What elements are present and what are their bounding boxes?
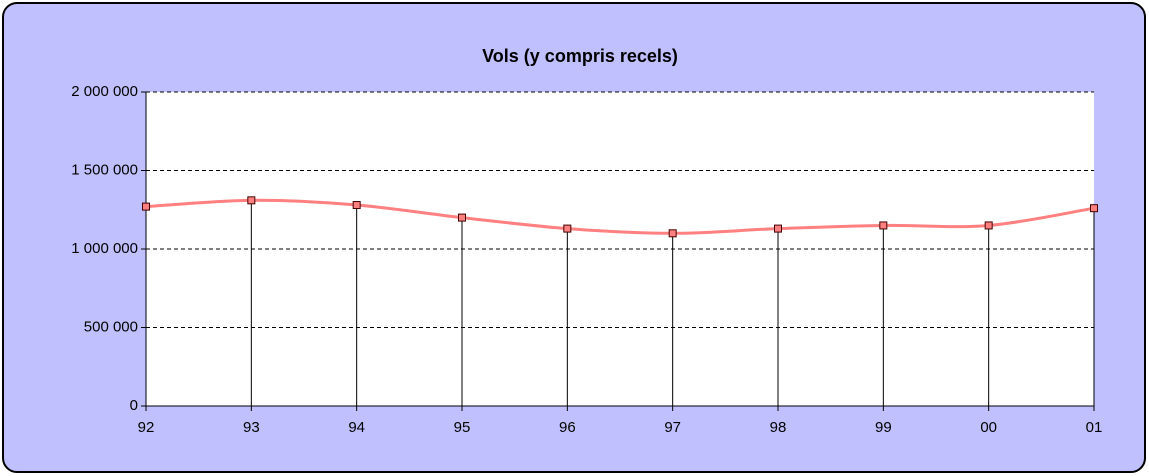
point-marker (458, 213, 466, 222)
y-tick-label: 500 000 (84, 318, 138, 335)
y-tick-label: 1 500 000 (71, 161, 138, 178)
x-tick-label: 92 (138, 419, 155, 436)
point-marker (563, 224, 572, 233)
x-tick-label: 98 (770, 419, 787, 436)
x-tick-label: 00 (980, 419, 997, 436)
point-marker (247, 196, 256, 205)
x-tick-label: 97 (664, 419, 681, 436)
point-marker (668, 229, 677, 238)
y-tick-label: 2 000 000 (71, 83, 138, 100)
point-marker (774, 224, 782, 233)
x-tick-label: 01 (1086, 419, 1103, 436)
chart-title: Vols (y compris recels) (482, 46, 678, 66)
y-tick-label: 0 (130, 397, 138, 414)
x-tick-label: 99 (875, 419, 892, 436)
y-tick-label: 1 000 000 (71, 240, 138, 257)
point-marker (1090, 204, 1098, 213)
point-marker (142, 202, 150, 211)
x-tick-label: 96 (559, 419, 576, 436)
point-marker (352, 201, 361, 210)
point-marker (984, 221, 993, 230)
x-tick-label: 94 (348, 419, 365, 436)
x-tick-label: 95 (454, 419, 471, 436)
point-marker (879, 221, 888, 230)
x-tick-label: 93 (243, 419, 260, 436)
series-line (145, 198, 1095, 235)
